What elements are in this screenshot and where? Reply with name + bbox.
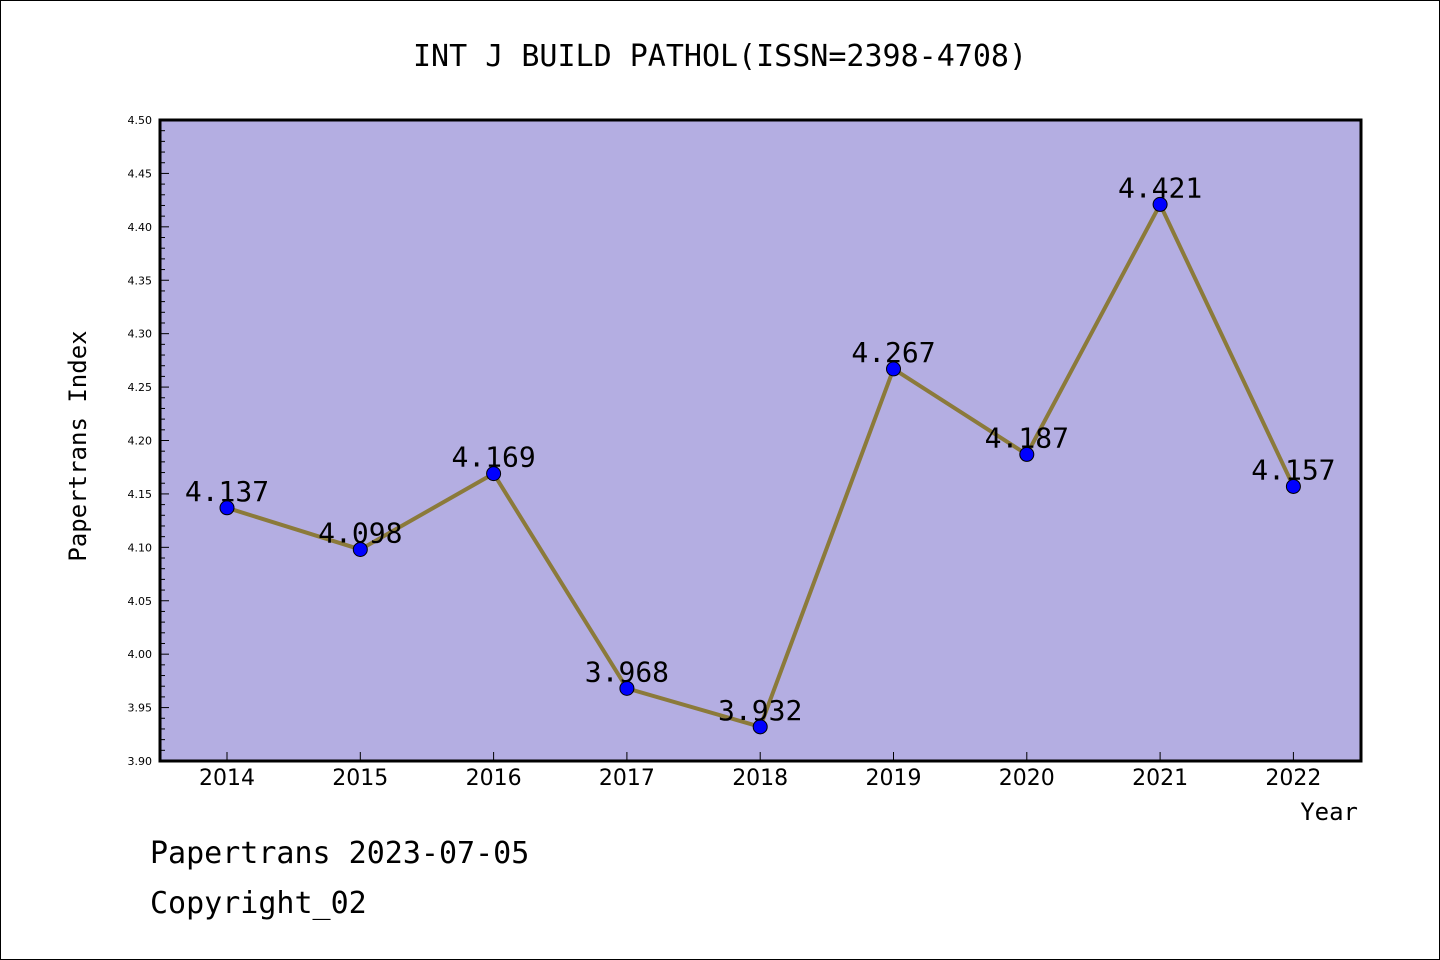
x-axis-label: Year	[1300, 798, 1358, 826]
data-point	[219, 500, 235, 516]
y-axis-label: Papertrans Index	[64, 330, 92, 561]
data-point	[1152, 196, 1168, 212]
x-tick-label: 2016	[466, 766, 522, 791]
x-tick-label: 2021	[1132, 766, 1188, 791]
data-label: 4.157	[1251, 453, 1335, 486]
x-axis: 2014 2015 2016 2017 2018 2019 2020 2021 2022	[199, 752, 1321, 791]
y-axis: 3.90 3.95 4.00 4.05 4.10 4.15 4.20 4.25 4.30 4.35…	[128, 114, 169, 768]
data-label: 4.267	[851, 336, 935, 369]
y-tick-label: 4.30	[128, 328, 153, 341]
data-point	[886, 361, 901, 377]
y-tick-label: 4.25	[128, 381, 153, 394]
x-tick-label: 2019	[866, 766, 922, 791]
data-label: 3.932	[718, 694, 802, 727]
y-tick-label: 3.95	[128, 702, 153, 715]
data-point	[486, 466, 502, 482]
data-point	[352, 541, 368, 557]
data-labels: 4.137 4.098 4.169 3.968 3.932 4.267 4.187 4.421…	[185, 171, 1336, 726]
y-tick-label: 4.15	[128, 488, 153, 501]
plot-frame	[158, 118, 1363, 763]
x-tick-label: 2022	[1265, 766, 1321, 791]
y-tick-label: 4.40	[128, 221, 153, 234]
y-tick-label: 4.45	[128, 167, 153, 180]
x-tick-label: 2017	[599, 766, 655, 791]
data-label: 3.968	[585, 655, 669, 688]
y-tick-label: 4.35	[128, 274, 153, 287]
data-point	[619, 680, 635, 696]
x-tick-label: 2015	[332, 766, 388, 791]
y-tick-label: 4.00	[128, 648, 153, 661]
y-tick-label: 4.10	[128, 541, 153, 554]
plot-area	[160, 120, 1361, 761]
data-label: 4.169	[451, 441, 535, 474]
y-tick-label: 4.05	[128, 595, 153, 608]
y-tick-label: 3.90	[128, 755, 153, 768]
x-tick-label: 2018	[732, 766, 788, 791]
data-label: 4.098	[318, 516, 402, 549]
data-point	[752, 719, 768, 735]
y-tick-label: 4.50	[128, 114, 153, 127]
data-point	[1285, 478, 1301, 494]
data-label: 4.421	[1118, 171, 1202, 204]
data-label: 4.137	[185, 475, 269, 508]
x-tick-label: 2020	[999, 766, 1055, 791]
y-tick-label: 4.20	[128, 435, 153, 448]
data-markers	[219, 196, 1301, 735]
data-label: 4.187	[985, 421, 1069, 454]
x-tick-label: 2014	[199, 766, 255, 791]
footer-date: Papertrans 2023-07-05	[150, 836, 529, 871]
footer-copyright: Copyright_02	[150, 886, 367, 921]
chart-title: INT J BUILD PATHOL(ISSN=2398-4708)	[413, 39, 1027, 74]
data-point	[1019, 446, 1035, 462]
